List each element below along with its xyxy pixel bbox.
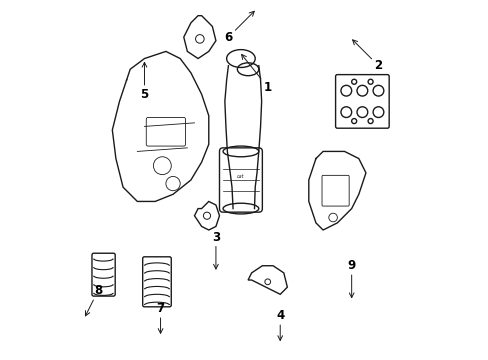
Text: 2: 2 bbox=[352, 40, 382, 72]
Text: 3: 3 bbox=[211, 231, 220, 269]
Text: 4: 4 bbox=[276, 309, 284, 341]
Text: 1: 1 bbox=[241, 54, 271, 94]
Text: 6: 6 bbox=[224, 11, 254, 44]
Text: 5: 5 bbox=[140, 62, 148, 101]
Text: 8: 8 bbox=[85, 284, 102, 316]
Text: 9: 9 bbox=[347, 259, 355, 298]
Text: 7: 7 bbox=[156, 302, 164, 333]
Text: cat: cat bbox=[237, 174, 244, 179]
